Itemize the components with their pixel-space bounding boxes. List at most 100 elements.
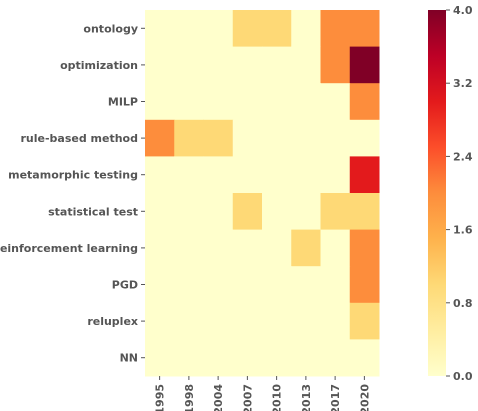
colorbar — [428, 10, 446, 376]
x-tick-label: 2001-2004 — [212, 384, 225, 411]
heatmap-cell — [145, 193, 175, 231]
heatmap-cell — [262, 46, 292, 84]
heatmap-cell — [349, 339, 380, 377]
heatmap-cell — [320, 229, 351, 267]
colorbar-tick-label: 0.8 — [453, 297, 473, 310]
x-tick-label: 2014-2017 — [329, 384, 342, 411]
x-tick-label: 2005-2007 — [241, 384, 254, 411]
heatmap-cell — [174, 119, 204, 157]
y-tick-label: PGD — [112, 279, 138, 292]
y-tick-label: metamorphic testing — [8, 169, 138, 182]
heatmap-cell — [262, 119, 292, 157]
heatmap-cell — [349, 302, 380, 340]
heatmap-cell — [262, 302, 292, 340]
x-axis-labels: 1992-1995 1996-1998 2001-2004 2005-2007 2008… — [154, 376, 371, 411]
heatmap-cell — [232, 156, 263, 194]
y-tick-label: optimization — [60, 59, 138, 72]
y-tick-label: reluplex — [87, 315, 138, 328]
heatmap-cell — [203, 193, 234, 231]
y-tick-label: MILP — [108, 96, 138, 109]
heatmap-cell — [291, 266, 321, 304]
heatmap-cell — [262, 10, 292, 48]
heatmap-cell — [262, 266, 292, 304]
heatmap-cell — [203, 10, 234, 48]
heatmap-cell — [232, 10, 263, 48]
colorbar-tick-label: 4.0 — [453, 4, 473, 17]
heatmap-cell — [349, 193, 380, 231]
y-tick-label: ontology — [83, 22, 138, 35]
heatmap-cell — [291, 119, 321, 157]
heatmap-cell — [320, 10, 351, 48]
heatmap-cell — [145, 229, 175, 267]
heatmap-cell — [203, 156, 234, 194]
heatmap-cell — [262, 193, 292, 231]
heatmap-cell — [174, 193, 204, 231]
heatmap-cell — [145, 119, 175, 157]
x-tick-label: 2008-2010 — [271, 384, 284, 411]
heatmap-cell — [349, 156, 380, 194]
heatmap-cell — [349, 119, 380, 157]
heatmap-cells — [145, 10, 380, 377]
heatmap-cell — [145, 339, 175, 377]
heatmap-cell — [232, 339, 263, 377]
heatmap-cell — [232, 266, 263, 304]
colorbar-tick-label: 2.4 — [453, 150, 473, 163]
y-tick-label: statistical test — [48, 205, 138, 218]
y-tick-label: reinforcement learning — [0, 242, 138, 255]
y-tick-label: NN — [120, 352, 138, 365]
heatmap-cell — [203, 119, 234, 157]
heatmap-cell — [145, 302, 175, 340]
heatmap-cell — [203, 266, 234, 304]
heatmap-cell — [203, 339, 234, 377]
heatmap-cell — [145, 46, 175, 84]
heatmap-cell — [174, 83, 204, 121]
heatmap-cell — [203, 46, 234, 84]
heatmap-cell — [349, 83, 380, 121]
colorbar-tick-label: 3.2 — [453, 77, 473, 90]
heatmap-cell — [320, 46, 351, 84]
x-tick-label: 1992-1995 — [154, 384, 167, 411]
heatmap-cell — [320, 302, 351, 340]
heatmap-cell — [320, 83, 351, 121]
heatmap-cell — [203, 302, 234, 340]
heatmap-cell — [174, 46, 204, 84]
heatmap-cell — [291, 339, 321, 377]
heatmap-cell — [232, 83, 263, 121]
heatmap-cell — [174, 339, 204, 377]
heatmap-cell — [349, 46, 380, 84]
colorbar-ticks: 0.0 0.8 1.6 2.4 3.2 4.0 — [446, 4, 473, 383]
heatmap-cell — [291, 302, 321, 340]
heatmap-cell — [145, 156, 175, 194]
heatmap-cell — [174, 10, 204, 48]
heatmap-cell — [349, 229, 380, 267]
heatmap-cell — [232, 119, 263, 157]
heatmap-cell — [145, 10, 175, 48]
heatmap-cell — [203, 229, 234, 267]
heatmap-cell — [320, 266, 351, 304]
heatmap-cell — [145, 266, 175, 304]
heatmap-cell — [291, 10, 321, 48]
heatmap-cell — [320, 119, 351, 157]
heatmap-cell — [174, 229, 204, 267]
heatmap-cell — [320, 193, 351, 231]
heatmap-cell — [232, 193, 263, 231]
x-tick-label: 2018-2020 — [358, 384, 371, 411]
heatmap-cell — [232, 302, 263, 340]
x-tick-label: 2011-2013 — [300, 384, 313, 411]
colorbar-tick-label: 1.6 — [453, 224, 473, 237]
heatmap-cell — [262, 229, 292, 267]
heatmap-cell — [291, 193, 321, 231]
heatmap-cell — [291, 46, 321, 84]
heatmap-cell — [174, 266, 204, 304]
x-tick-label: 1996-1998 — [183, 384, 196, 411]
heatmap-cell — [174, 156, 204, 194]
heatmap-cell — [232, 46, 263, 84]
heatmap-cell — [291, 83, 321, 121]
heatmap-cell — [320, 339, 351, 377]
heatmap-cell — [262, 83, 292, 121]
heatmap-cell — [262, 339, 292, 377]
heatmap-cell — [262, 156, 292, 194]
heatmap-cell — [291, 229, 321, 267]
y-tick-label: rule-based method — [20, 132, 138, 145]
